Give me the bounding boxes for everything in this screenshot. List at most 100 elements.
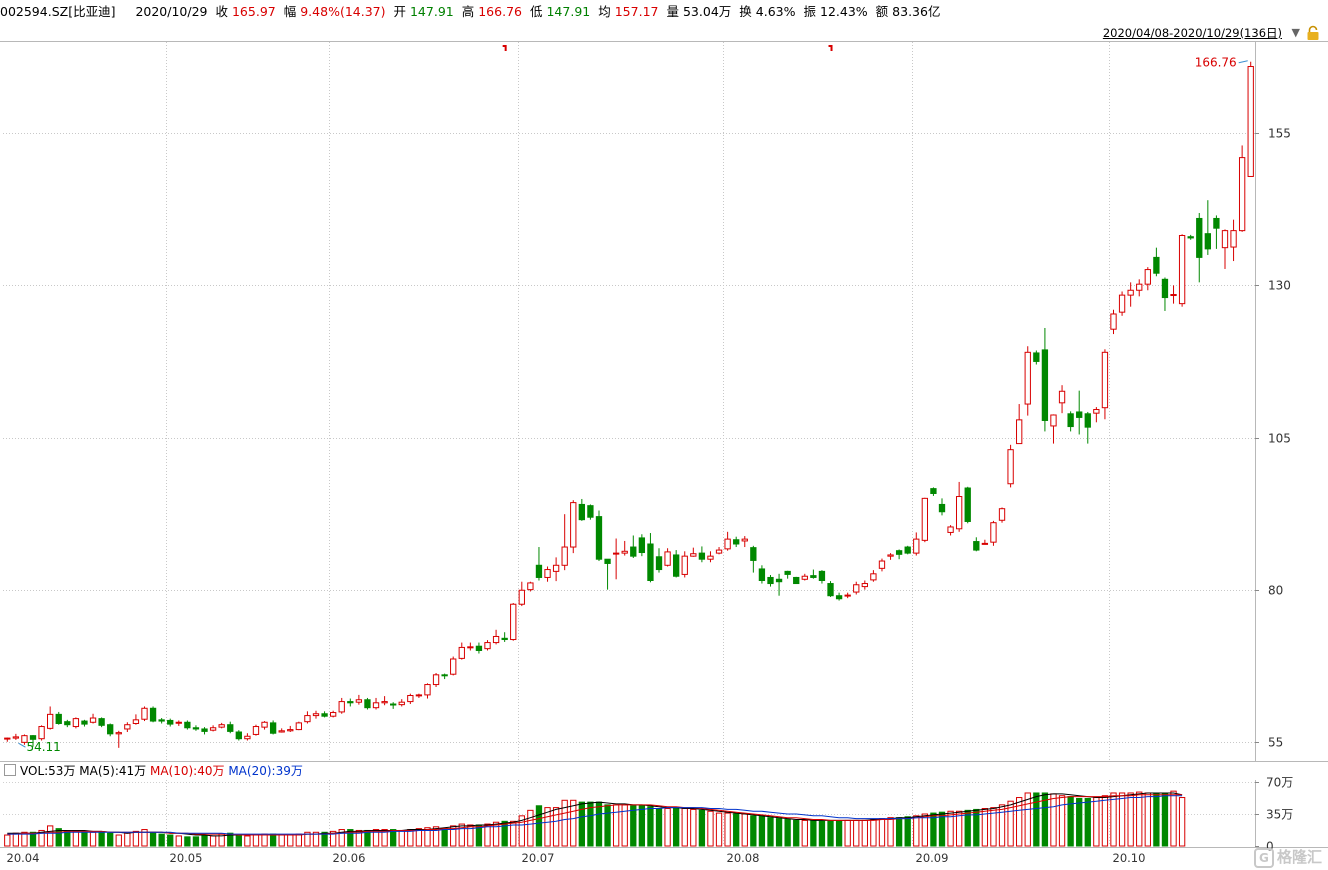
stock-code[interactable]: 002594.SZ[比亚迪] xyxy=(0,4,116,19)
volume-bar-down xyxy=(158,833,165,847)
candle-up xyxy=(1247,66,1254,177)
candle-down xyxy=(475,645,483,651)
turnover-label: 换 xyxy=(739,4,752,19)
candle-up xyxy=(1024,351,1031,405)
candle-down xyxy=(201,728,208,732)
volume-bar-down xyxy=(321,831,328,847)
volume-bar-up xyxy=(295,833,303,847)
candle-up xyxy=(415,694,423,697)
volume-bar-up xyxy=(518,815,525,847)
candle-down xyxy=(81,720,88,725)
candle-up xyxy=(1118,294,1126,313)
volume-bar-down xyxy=(827,820,834,847)
volume-bar-up xyxy=(38,829,45,847)
price-tick-label: 155 xyxy=(1268,127,1291,141)
x-tick-label: 20.04 xyxy=(7,851,40,865)
close-value: 165.97 xyxy=(231,4,276,19)
volume-bar-up xyxy=(372,829,380,847)
volume-toggle-box[interactable] xyxy=(4,764,16,776)
volume-bar-up xyxy=(21,831,28,847)
volume-value: 53.04万 xyxy=(682,4,732,19)
volume-bar-up xyxy=(878,818,886,847)
volume-bar-up xyxy=(1101,795,1109,847)
open-label: 开 xyxy=(393,4,406,19)
volume-bar-down xyxy=(81,831,88,847)
volume-bar-down xyxy=(604,804,611,847)
volume-bar-up xyxy=(724,812,731,847)
candle-up xyxy=(878,560,886,569)
lock-icon[interactable] xyxy=(1306,25,1320,41)
volume-bar-up xyxy=(1170,790,1177,847)
candle-up xyxy=(990,522,997,543)
volume-bar-down xyxy=(810,819,817,847)
grid-lines xyxy=(0,41,1328,848)
volume-bar-up xyxy=(921,813,929,847)
candle-down xyxy=(55,713,62,724)
candle-down xyxy=(1041,349,1049,421)
candle-down xyxy=(638,537,646,554)
volume-bar-down xyxy=(64,830,71,847)
candle-down xyxy=(604,558,611,564)
volume-bar-down xyxy=(347,829,354,847)
candle-down xyxy=(167,719,174,725)
volume-bar-down xyxy=(784,818,791,847)
vol-legend: VOL:53万 xyxy=(20,764,76,778)
volume-bar-up xyxy=(947,810,954,847)
price-tick-label: 55 xyxy=(1268,736,1283,750)
volume-bar-down xyxy=(973,808,980,847)
candle-up xyxy=(1016,419,1023,445)
candle-down xyxy=(184,721,191,729)
volume-bar-up xyxy=(467,824,474,847)
candle-up xyxy=(407,695,414,703)
x-tick-label: 20.05 xyxy=(170,851,203,865)
min-price-label: 54.11 xyxy=(26,740,60,754)
volume-bar-up xyxy=(432,826,440,847)
volume-bar-down xyxy=(227,832,234,847)
candle-down xyxy=(29,735,37,740)
volume-label: 量 xyxy=(666,4,679,19)
candle-up xyxy=(1110,313,1117,330)
volume-bar-up xyxy=(1050,793,1057,847)
volume-bar-down xyxy=(1033,792,1040,847)
ma5-line xyxy=(7,792,1183,837)
candle-up xyxy=(89,717,97,723)
candle-down xyxy=(595,516,603,560)
candle-up xyxy=(707,555,714,560)
volume-bar-up xyxy=(1178,797,1186,847)
candle-down xyxy=(578,503,585,521)
candle-up xyxy=(47,713,54,729)
high-value: 166.76 xyxy=(478,4,522,19)
candle-down xyxy=(835,595,843,600)
volume-bar-up xyxy=(209,835,217,847)
chevron-down-icon[interactable]: ▼ xyxy=(1291,26,1300,39)
candle-down xyxy=(235,731,242,740)
candle-down xyxy=(895,550,903,555)
volume-bar-up xyxy=(450,825,457,847)
candle-down xyxy=(733,539,740,545)
volume-bar-up xyxy=(853,819,860,847)
max-price-label: 166.76 xyxy=(1195,56,1237,70)
volume-bar-up xyxy=(278,834,285,847)
candle-up xyxy=(612,552,620,555)
volume-bar-up xyxy=(115,834,122,847)
volume-bar-down xyxy=(647,806,654,847)
date-range-selector[interactable]: 2020/04/08-2020/10/29(136日) xyxy=(1102,26,1282,40)
x-tick-label: 20.06 xyxy=(333,851,366,865)
volume-tick-label: 35万 xyxy=(1266,808,1293,822)
ma20-legend: MA(20):39万 xyxy=(228,764,303,778)
volume-bar-up xyxy=(355,829,363,847)
volume-bar-up xyxy=(89,831,97,847)
volume-bar-up xyxy=(612,804,620,847)
candle-down xyxy=(938,503,946,513)
volume-bar-up xyxy=(1093,797,1100,847)
candle-down xyxy=(1161,278,1169,299)
candle-up xyxy=(998,508,1006,521)
amplitude-value: 12.43% xyxy=(820,4,868,19)
candle-up xyxy=(1050,414,1057,427)
candle-up xyxy=(252,726,260,735)
candle-up xyxy=(312,713,320,717)
volume-bar-down xyxy=(638,805,646,847)
volume-bar-down xyxy=(184,836,191,847)
candle-down xyxy=(269,722,277,734)
